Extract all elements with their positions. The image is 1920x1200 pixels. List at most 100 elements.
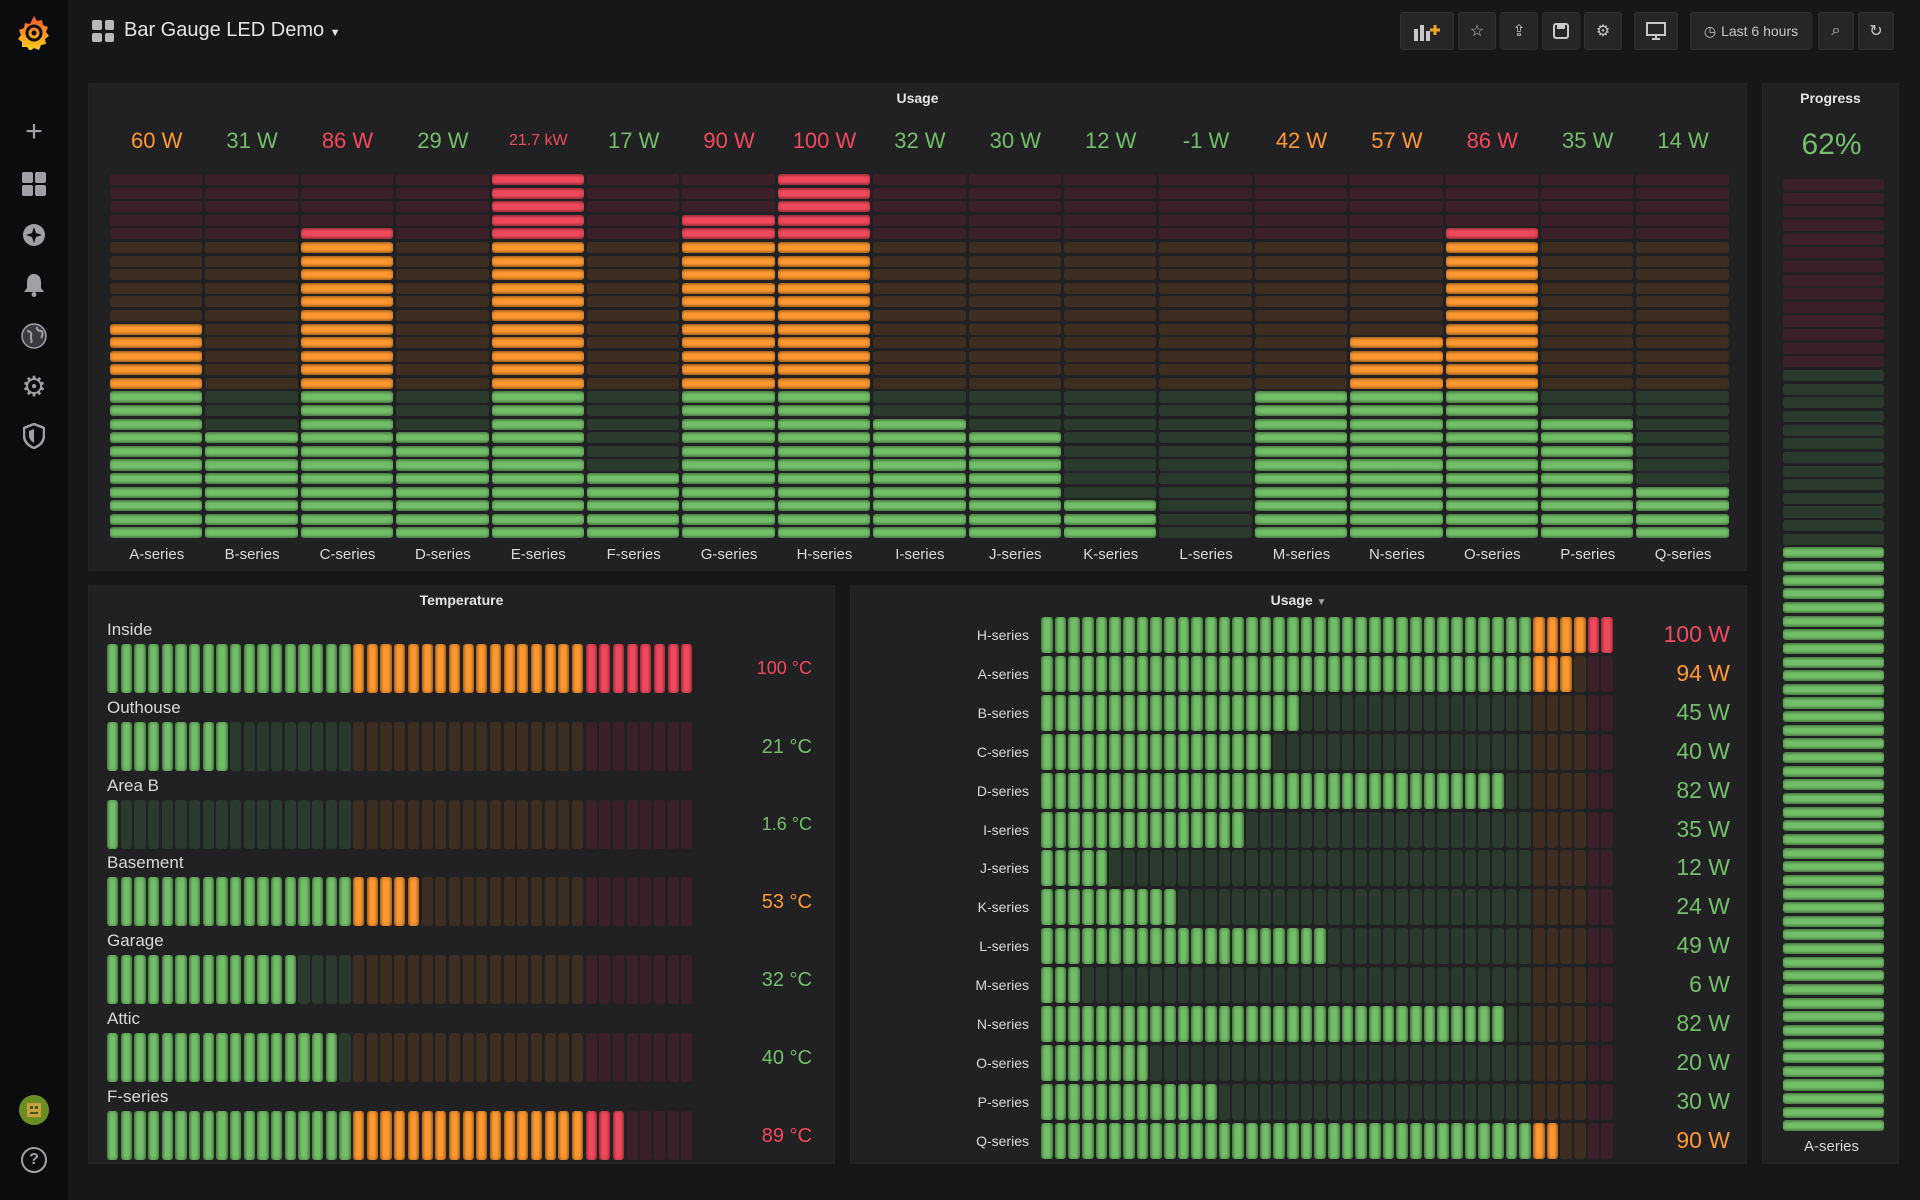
led-cell	[120, 799, 132, 849]
led-cell	[107, 877, 119, 927]
led-cell	[300, 459, 394, 471]
led-cell	[1314, 1122, 1326, 1159]
led-cell	[1314, 1006, 1326, 1042]
time-picker-button[interactable]: ◷ Last 6 hours	[1690, 12, 1812, 50]
led-cell	[161, 1033, 173, 1082]
settings-button[interactable]: ⚙	[1584, 12, 1622, 50]
led-cell	[1064, 377, 1157, 389]
panel-title[interactable]: Usage	[896, 90, 939, 106]
led-cell	[491, 201, 584, 213]
zoom-out-button[interactable]: ⌕	[1818, 12, 1854, 50]
led-cell	[1259, 967, 1272, 1004]
led-cell	[1505, 1122, 1518, 1159]
alerting-bell-icon[interactable]	[14, 265, 54, 305]
led-cell	[1191, 1006, 1203, 1042]
grafana-logo-icon[interactable]	[14, 12, 54, 52]
globe-icon[interactable]	[14, 316, 54, 356]
led-cell	[587, 228, 680, 240]
led-cell	[873, 269, 966, 281]
explore-compass-icon[interactable]	[14, 215, 54, 255]
led-cell	[300, 391, 394, 403]
led-cell	[1254, 269, 1348, 281]
led-cell	[1350, 296, 1443, 308]
led-cell	[1259, 1044, 1272, 1081]
led-cell	[873, 296, 966, 308]
led-cell	[1382, 617, 1395, 653]
led-cell	[1783, 465, 1884, 477]
led-cell	[1574, 1122, 1586, 1159]
series-label: B-series	[224, 546, 280, 563]
led-cell	[1177, 850, 1190, 887]
tv-mode-button[interactable]	[1634, 12, 1678, 50]
led-cell	[134, 799, 146, 849]
led-cell	[968, 187, 1061, 199]
led-cell	[1587, 889, 1600, 926]
panel-title[interactable]: Progress	[1800, 90, 1861, 106]
led-cell	[587, 418, 680, 430]
led-cell	[517, 1033, 529, 1082]
led-cell	[1783, 847, 1884, 859]
star-button[interactable]: ☆	[1458, 12, 1496, 50]
user-avatar-icon[interactable]	[14, 1090, 54, 1130]
dashboards-icon[interactable]	[14, 164, 54, 204]
led-cell	[1064, 201, 1157, 213]
led-cell	[1273, 1122, 1285, 1159]
led-cell	[1546, 1006, 1559, 1042]
led-cell	[435, 721, 447, 771]
led-cell	[1273, 889, 1285, 926]
led-cell	[653, 644, 666, 693]
led-cell	[1150, 733, 1162, 770]
led-cell	[1191, 694, 1203, 731]
led-cell	[681, 721, 693, 771]
led-cell	[1437, 1083, 1449, 1120]
led-cell	[448, 799, 461, 849]
panel-title[interactable]: Usage ▼	[851, 592, 1746, 608]
led-cell	[1273, 1044, 1285, 1081]
gear-icon[interactable]: ⚙	[21, 370, 47, 402]
led-cell	[1445, 500, 1538, 512]
dashboard-title-picker[interactable]: Bar Gauge LED Demo ▼	[124, 19, 341, 42]
led-cell	[1533, 655, 1545, 692]
led-cell	[476, 955, 488, 1005]
panel-title[interactable]: Temperature	[419, 592, 504, 608]
led-cell	[1177, 617, 1190, 653]
led-cell	[1232, 772, 1244, 809]
led-cell	[1232, 967, 1244, 1004]
led-cell	[681, 799, 693, 849]
led-cell	[1519, 967, 1531, 1004]
led-cell	[1451, 850, 1463, 887]
led-cell	[1587, 850, 1600, 887]
led-cell	[491, 309, 584, 321]
led-cell	[1783, 356, 1884, 368]
add-panel-button[interactable]	[1400, 12, 1454, 50]
led-cell	[1273, 928, 1285, 965]
save-button[interactable]	[1542, 12, 1580, 50]
led-cell	[1382, 1044, 1395, 1081]
led-cell	[1541, 459, 1634, 471]
led-cell	[667, 644, 679, 693]
share-button[interactable]: ⇪	[1500, 12, 1538, 50]
led-cell	[1232, 889, 1244, 926]
led-cell	[1064, 405, 1157, 417]
led-cell	[1783, 1079, 1884, 1091]
led-cell	[682, 269, 775, 281]
plus-icon[interactable]: +	[25, 115, 43, 148]
led-cell	[1191, 1044, 1203, 1081]
led-cell	[1041, 1006, 1053, 1042]
refresh-button[interactable]: ↻	[1858, 12, 1894, 50]
led-cell	[1396, 928, 1408, 965]
bar-gauge: 90 W G-series	[681, 84, 776, 564]
led-cell	[653, 1033, 666, 1082]
help-icon[interactable]: ?	[14, 1140, 54, 1180]
led-cell	[1150, 694, 1162, 731]
led-cell	[1541, 405, 1634, 417]
led-cell	[503, 955, 515, 1005]
row-label: F-series	[107, 1086, 169, 1106]
shield-icon[interactable]	[14, 416, 54, 456]
led-cell	[1533, 1006, 1545, 1042]
led-cell	[1350, 486, 1443, 498]
led-cell	[777, 241, 871, 254]
led-cell	[300, 282, 394, 294]
led-cell	[1601, 967, 1613, 1004]
panel-title-text: Usage	[1270, 592, 1313, 608]
